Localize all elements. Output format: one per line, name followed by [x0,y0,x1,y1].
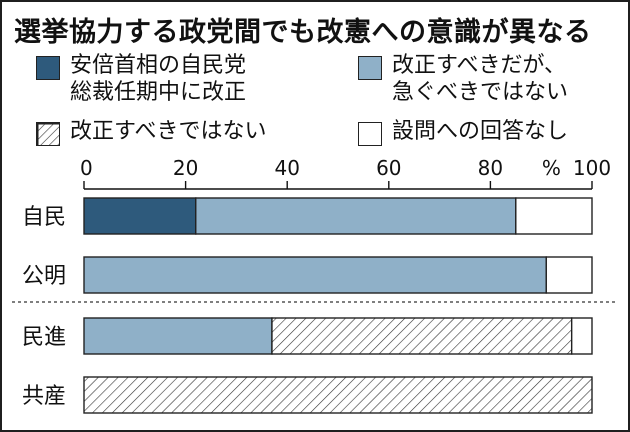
unit-label: % [542,156,561,180]
x-tick-label: 40 [274,156,299,180]
category-label: 自民 [22,205,66,230]
legend-item-series-1: 安倍首相の自民党 総裁任期中に改正 [36,52,246,106]
legend-label-series-3: 改正すべきではない [70,119,267,144]
legend-swatch-series-3 [36,122,60,146]
x-tick-label: 20 [173,156,198,180]
legend-item-series-3: 改正すべきではない [36,118,266,146]
legend-label-series-2: 改正すべきだが、 急ぐべきではない [392,53,569,105]
legend-item-series-2: 改正すべきだが、 急ぐべきではない [358,52,568,106]
x-tick-label: 60 [376,156,401,180]
bar-segment-自民-series-1 [83,197,197,235]
x-tick-label: 80 [478,156,503,180]
bar-segment-共産-series-3 [83,376,593,414]
bar-segment-民進-series-4 [570,317,593,355]
bar-segment-公明-series-4 [545,256,593,294]
bar-segment-民進-series-3 [271,317,573,355]
x-tick-label: 100 [573,156,611,180]
category-label: 民進 [22,325,66,350]
category-label: 共産 [22,384,66,409]
chart-title: 選挙協力する政党間でも改憲への意識が異なる [14,17,592,48]
legend-swatch-series-1 [36,56,60,80]
bar-segment-自民-series-2 [195,197,517,235]
legend-label-series-1: 安倍首相の自民党 総裁任期中に改正 [70,53,247,105]
bar-segment-自民-series-4 [515,197,593,235]
legend-swatch-series-2 [358,56,382,80]
bar-segment-公明-series-2 [83,256,547,294]
legend-swatch-series-4 [358,122,382,146]
x-tick-label: 0 [80,156,93,180]
category-label: 公明 [22,264,66,289]
bar-segment-民進-series-2 [83,317,273,355]
legend-label-series-4: 設問への回答なし [392,119,569,144]
legend-item-series-4: 設問への回答なし [358,118,568,146]
